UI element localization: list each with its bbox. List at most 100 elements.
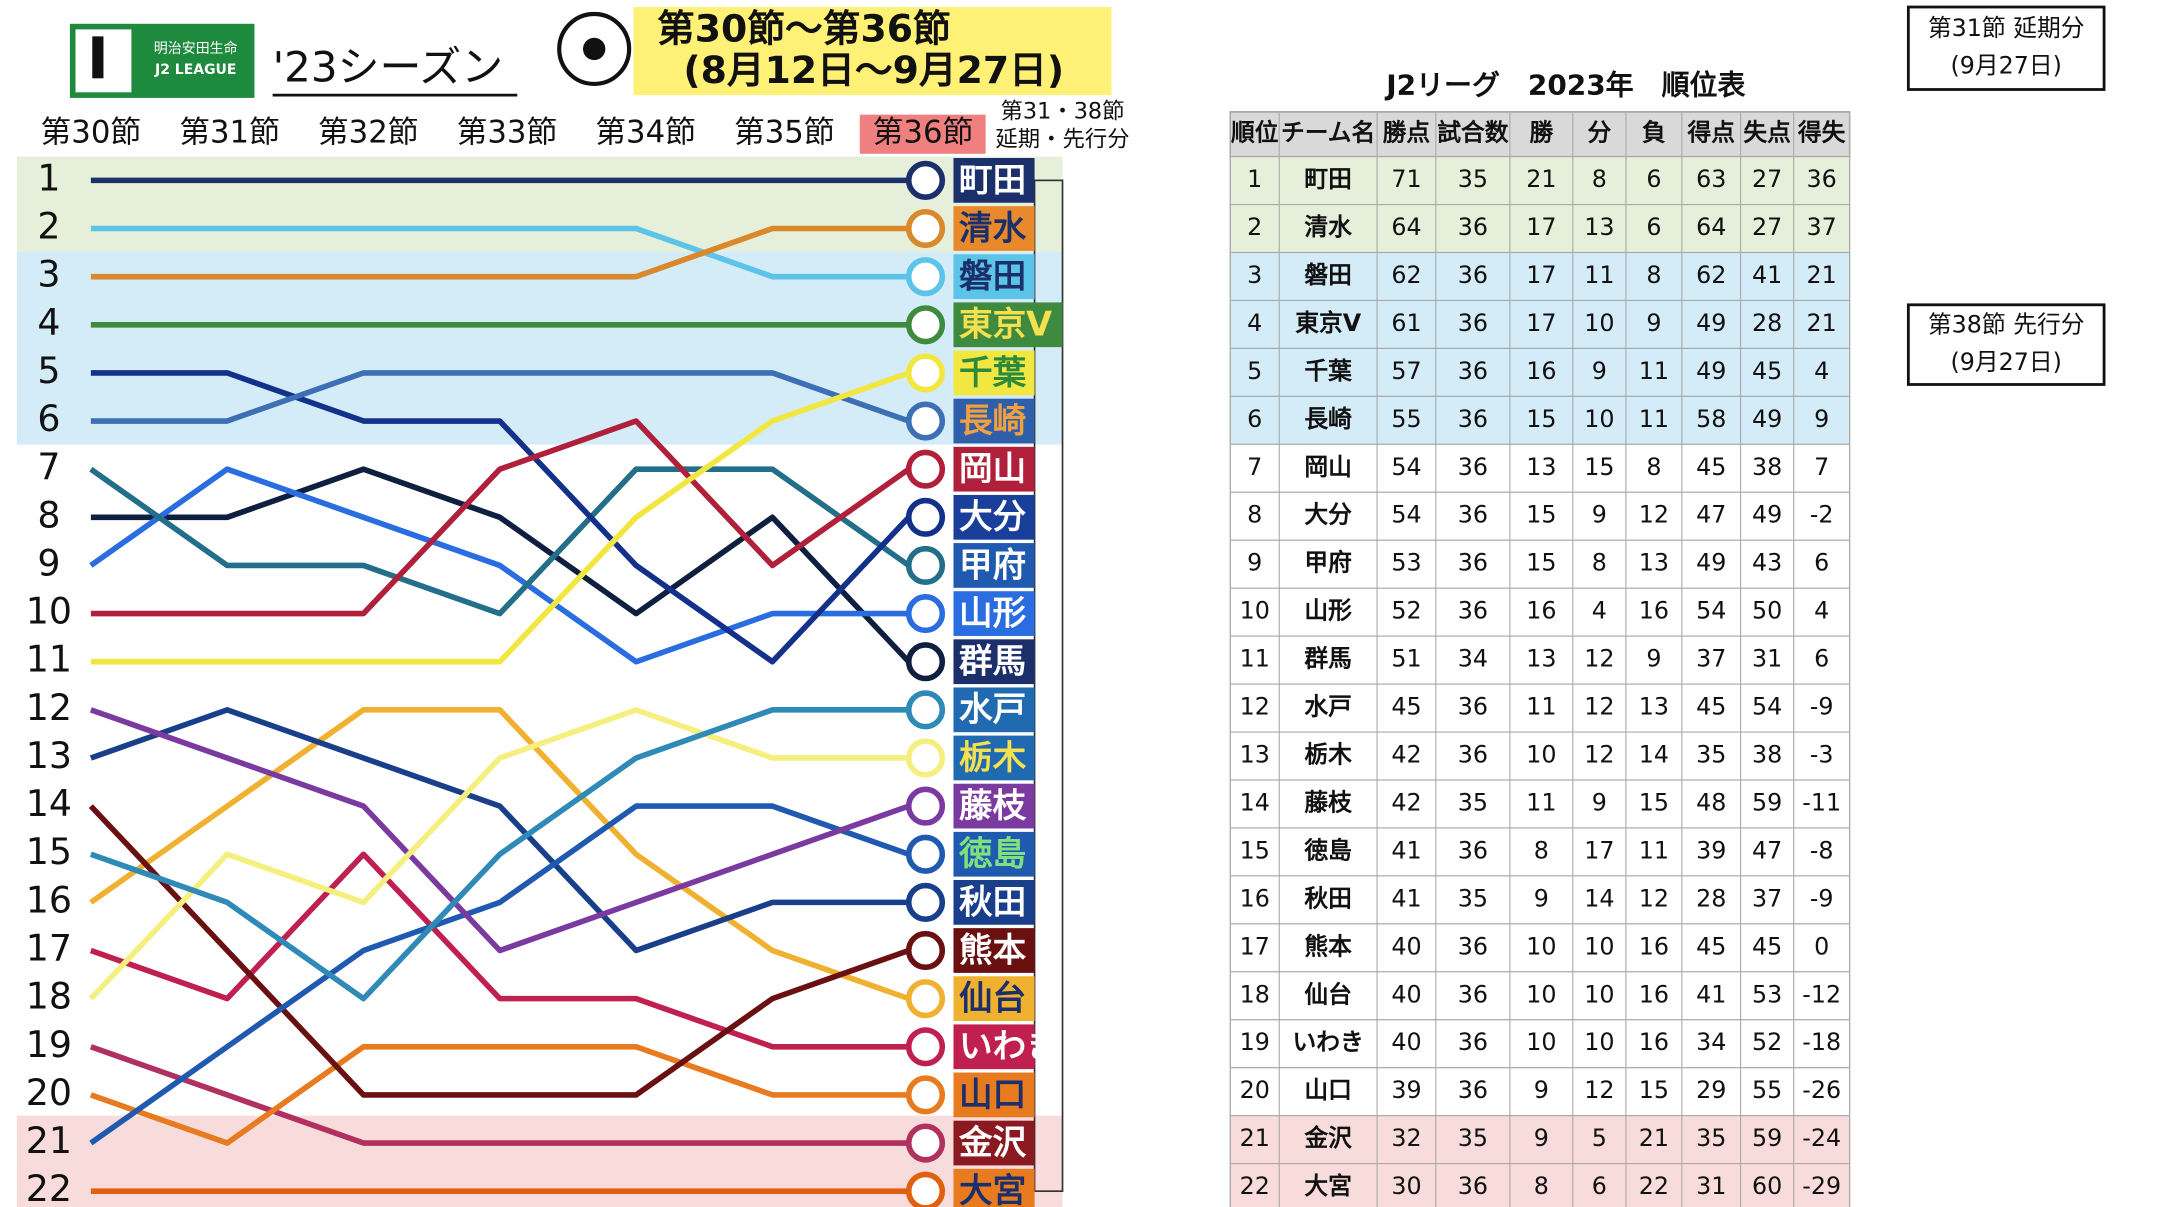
team-emblem: [905, 497, 946, 537]
team-label-bg: [953, 494, 1035, 540]
table-title: J2リーグ 2023年 順位表: [1384, 69, 1745, 102]
table-cell: 36: [1458, 453, 1488, 481]
table-cell: 34: [1696, 1028, 1726, 1056]
table-cell: 36: [1458, 597, 1488, 625]
table-cell: 山形: [1304, 597, 1352, 625]
table-cell: 71: [1391, 165, 1421, 193]
table-cell: 町田: [1304, 165, 1352, 193]
table-cell: 36: [1807, 165, 1837, 193]
table-cell: 17: [1526, 309, 1556, 337]
team-label: 磐田: [959, 257, 1026, 296]
table-cell: 8: [1646, 453, 1661, 481]
table-cell: 14: [1240, 788, 1270, 816]
table-row-bg: [1229, 395, 1851, 445]
logo-top: 明治安田生命: [154, 40, 238, 57]
y-tick-label: 13: [26, 734, 72, 777]
band-playoff: [16, 251, 1063, 445]
table-cell: 4: [1814, 597, 1829, 625]
team-emblem: [905, 449, 946, 489]
table-cell: 45: [1696, 932, 1726, 960]
note: 第31・38節: [1001, 98, 1125, 124]
table-cell: 50: [1752, 597, 1782, 625]
table-cell: 36: [1458, 932, 1488, 960]
box-text: 第38節 先行分: [1928, 310, 2085, 338]
table-cell: 62: [1696, 261, 1726, 289]
table-cell: 9: [1814, 405, 1829, 433]
rank-line: [89, 1043, 909, 1146]
table-cell: 12: [1584, 693, 1614, 721]
x-tick-label: 第33節: [457, 115, 558, 151]
table-cell: 6: [1592, 1172, 1607, 1200]
table-cell: 9: [1646, 309, 1661, 337]
team-emblem: [905, 738, 946, 778]
x-tick-label: 第36節: [873, 115, 974, 151]
rank-line: [90, 370, 910, 665]
rank-line: [88, 707, 909, 1001]
table-cell: 17: [1240, 932, 1270, 960]
table-row-bg: [1229, 491, 1851, 541]
team-label-bg: [953, 254, 1035, 300]
column-header: 勝: [1529, 119, 1553, 147]
table-cell: 37: [1696, 645, 1726, 673]
table-cell: 9: [1247, 549, 1262, 577]
team-label: 藤枝: [959, 786, 1027, 825]
team-emblem: [905, 979, 946, 1019]
column-header: 失点: [1743, 119, 1791, 147]
team-emblem: [905, 690, 946, 730]
table-cell: 16: [1639, 980, 1669, 1008]
column-header: 得失: [1797, 119, 1846, 147]
rank-line: [88, 804, 910, 1098]
table-cell: 5: [1247, 357, 1262, 385]
table-cell: 36: [1458, 741, 1488, 769]
table-cell: 14: [1584, 884, 1614, 912]
table-cell: -9: [1810, 693, 1834, 721]
team-label: 山口: [959, 1075, 1026, 1114]
table-cell: 栃木: [1304, 741, 1352, 769]
table-cell: 43: [1752, 549, 1782, 577]
team-label-bg: [953, 783, 1035, 829]
table-cell: 16: [1639, 597, 1669, 625]
rank-line: [90, 225, 909, 280]
x-tick-label: 第30節: [41, 115, 142, 151]
table-cell: -18: [1802, 1028, 1841, 1056]
table-cell: 15: [1639, 1076, 1669, 1104]
team-emblem: [905, 594, 946, 634]
table-cell: 13: [1584, 213, 1614, 241]
column-header: 勝点: [1383, 119, 1431, 147]
team-label: 山形: [959, 593, 1027, 632]
bracket: [1033, 179, 1064, 1193]
logo: 明治安田生命 J2 LEAGUE: [69, 23, 255, 98]
table-row-bg: [1229, 635, 1851, 685]
table-cell: 8: [1646, 261, 1661, 289]
table-cell: 9: [1534, 1124, 1549, 1152]
table-cell: 54: [1696, 597, 1726, 625]
box: [1906, 5, 2106, 91]
table-cell: 10: [1584, 405, 1614, 433]
table-cell: 岡山: [1304, 453, 1352, 481]
team-label-bg: [953, 350, 1035, 396]
team-label: 岡山: [959, 449, 1026, 488]
team-label: 仙台: [959, 979, 1026, 1018]
table-cell: 54: [1752, 693, 1782, 721]
table-cell: -26: [1802, 1076, 1841, 1104]
table-cell: 51: [1391, 645, 1421, 673]
table-cell: 57: [1391, 357, 1421, 385]
team-label: 千葉: [959, 353, 1027, 392]
table-cell: 19: [1240, 1028, 1270, 1056]
logo-j: [92, 36, 104, 79]
standings-table: 順位 チーム名 勝点 試合数勝分負得点 失点 得失1 町田 71 35 21 8 6 63 27 362 清水…: [1229, 111, 1851, 1207]
y-tick-label: 15: [26, 830, 72, 873]
table-cell: 36: [1458, 261, 1488, 289]
rounds-highlight: [633, 7, 1112, 96]
table-cell: 22: [1240, 1172, 1270, 1200]
rank-line: [90, 225, 909, 280]
column-header: チーム名: [1281, 119, 1375, 147]
rank-line: [89, 707, 910, 954]
team-emblem: [905, 545, 946, 586]
table-cell: -9: [1810, 884, 1834, 912]
table-cell: 5: [1592, 1124, 1607, 1152]
team-label-bg: [953, 398, 1035, 444]
team-emblem: [905, 1075, 946, 1115]
table-cell: 38: [1752, 453, 1782, 481]
